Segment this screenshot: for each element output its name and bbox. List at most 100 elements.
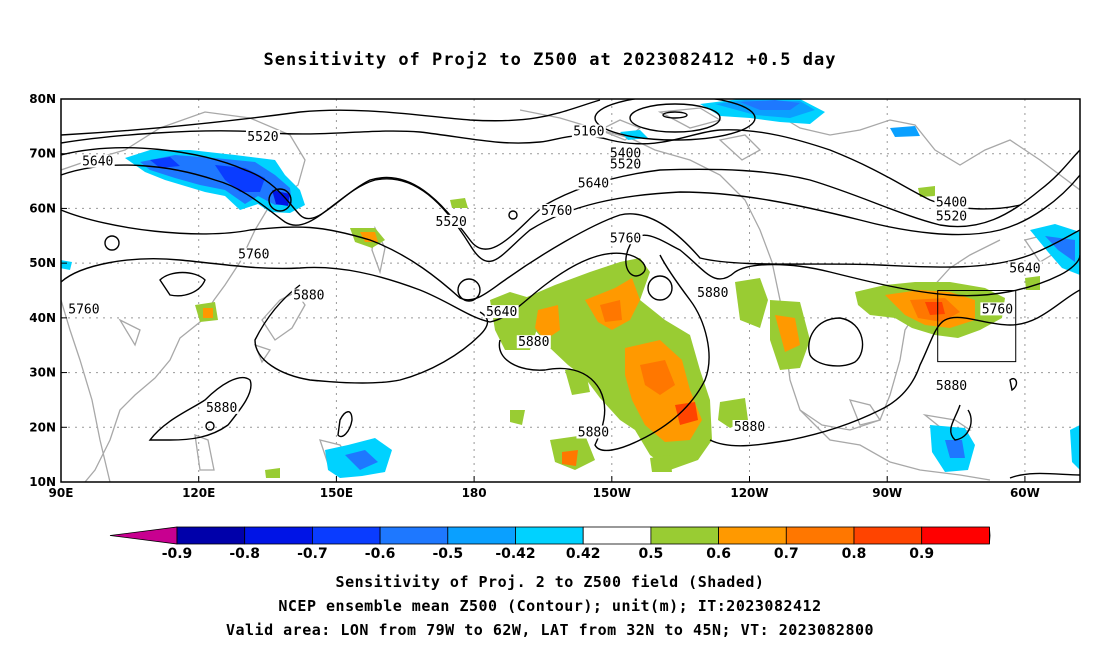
colorbar-swatch xyxy=(718,526,787,545)
contour-label: 5520 xyxy=(610,157,641,172)
colorbar-label: -0.7 xyxy=(297,546,328,562)
lat-tick-label: 20N xyxy=(29,420,56,434)
contour-label-bg xyxy=(291,288,326,302)
contour-label: 5640 xyxy=(1009,261,1040,276)
graticule xyxy=(61,99,1080,482)
colorbar-swatch xyxy=(176,526,246,545)
lat-tick-label: 80N xyxy=(29,92,56,106)
contour-label: 5760 xyxy=(238,248,269,263)
lat-tick-label: 70N xyxy=(29,147,56,161)
contour-label-bg xyxy=(204,400,239,414)
longitude-labels: 90E 120E 150E 180 150W 120W 90W 60W xyxy=(49,486,1040,500)
contour-label-bg xyxy=(980,302,1015,316)
lat-tick-label: 50N xyxy=(29,256,56,270)
map-title: Sensitivity of Proj2 to Z500 at 20230824… xyxy=(263,50,837,70)
contour-label: 5880 xyxy=(578,425,609,440)
lon-tick-label: 150W xyxy=(593,486,631,500)
contour-label: 5640 xyxy=(82,155,113,170)
colorbar-swatch xyxy=(515,526,584,545)
lat-tick-label: 60N xyxy=(29,201,56,215)
caption-line-3: Valid area: LON from 79W to 62W, LAT fro… xyxy=(225,621,875,639)
colorbar-swatch xyxy=(650,526,720,545)
contour-label: 5520 xyxy=(436,215,467,230)
colorbar-label: 0.6 xyxy=(706,546,731,562)
contour-label: 5880 xyxy=(734,420,765,435)
caption-line-1: Sensitivity of Proj. 2 to Z500 field (Sh… xyxy=(335,573,765,591)
contour-label-bg xyxy=(66,302,101,316)
contour-label-bg xyxy=(934,209,969,223)
contour-label-bg xyxy=(576,425,611,439)
contour-label: 5880 xyxy=(206,401,237,416)
colorbar-right-triangle xyxy=(989,526,991,545)
colorbar-swatch xyxy=(311,526,381,545)
colorbar-label: -0.5 xyxy=(432,546,463,562)
lon-tick-label: 90W xyxy=(872,486,902,500)
contour-labels: 5520564051605400552056405760552057605760… xyxy=(66,124,1042,440)
contour-label-bg xyxy=(236,247,271,261)
lon-tick-label: 150E xyxy=(320,486,353,500)
lat-tick-label: 30N xyxy=(29,366,56,380)
contour-label-bg xyxy=(576,176,611,190)
contour-label-bg xyxy=(434,214,469,228)
caption-line-2: NCEP ensemble mean Z500 (Contour); unit(… xyxy=(278,597,822,615)
colorbar-swatch xyxy=(582,526,652,545)
contour-label: 5640 xyxy=(578,177,609,192)
colorbar-swatch xyxy=(447,526,516,545)
contour-label: 5880 xyxy=(518,335,549,350)
colorbar-label: 0.8 xyxy=(842,546,867,562)
contour-label-bg xyxy=(934,195,969,209)
contour-label: 5880 xyxy=(697,286,728,301)
contour-label-bg xyxy=(934,378,969,392)
lon-tick-label: 120W xyxy=(730,486,768,500)
lon-tick-label: 60W xyxy=(1010,486,1040,500)
colorbar-label: -0.8 xyxy=(229,546,260,562)
colorbar-label: 0.7 xyxy=(774,546,799,562)
contour-label-bg xyxy=(608,146,643,160)
contour-label-bg xyxy=(695,285,730,299)
lon-tick-label: 180 xyxy=(462,486,487,500)
colorbar-labels: -0.9 -0.8 -0.7 -0.6 -0.5 -0.42 0.42 0.5 0.6 0.7 0.… xyxy=(162,546,934,562)
contour-label: 5400 xyxy=(936,196,967,211)
colorbar xyxy=(109,526,991,545)
contour-label-bg xyxy=(80,154,115,168)
lat-tick-label: 40N xyxy=(29,311,56,325)
contour-label: 5880 xyxy=(293,289,324,304)
contour-label-bg xyxy=(571,124,606,138)
contour-label-bg xyxy=(539,203,574,217)
colorbar-swatch xyxy=(379,526,449,545)
contour-label: 5520 xyxy=(247,130,278,145)
lat-tick-label: 10N xyxy=(29,475,56,489)
lon-tick-label: 120E xyxy=(182,486,215,500)
contour-label-bg xyxy=(484,305,519,319)
contour-label: 5160 xyxy=(573,125,604,140)
contour-label: 5760 xyxy=(982,302,1013,317)
colorbar-left-triangle xyxy=(109,526,178,545)
colorbar-label: -0.9 xyxy=(162,546,193,562)
contour-label-bg xyxy=(516,335,551,349)
contour-label: 5760 xyxy=(541,204,572,219)
latitude-labels: 80N 70N 60N 50N 40N 30N 20N 10N xyxy=(29,92,56,489)
contour-label-bg xyxy=(732,420,767,434)
colorbar-label: 0.5 xyxy=(638,546,663,562)
axis-ticks xyxy=(60,98,1026,483)
contour-label-bg xyxy=(1007,261,1042,275)
positive-sensitivity-shading xyxy=(195,186,1040,478)
colorbar-label: -0.42 xyxy=(495,546,535,562)
lon-tick-label: 90E xyxy=(49,486,74,500)
contour-label: 5760 xyxy=(610,231,641,246)
contour-label: 5640 xyxy=(486,305,517,320)
contour-label: 5880 xyxy=(936,379,967,394)
colorbar-label: 0.9 xyxy=(909,546,934,562)
colorbar-swatch xyxy=(244,526,313,545)
map-frame xyxy=(60,98,1081,483)
contour-label-bg xyxy=(608,157,643,171)
contour-label: 5760 xyxy=(68,302,99,317)
colorbar-swatch xyxy=(853,526,923,545)
valid-area-box xyxy=(937,290,1017,363)
colorbar-label: 0.42 xyxy=(566,546,601,562)
colorbar-swatch xyxy=(921,526,990,545)
contour-label-bg xyxy=(245,130,280,144)
colorbar-label: -0.6 xyxy=(365,546,396,562)
contour-label: 5520 xyxy=(936,209,967,224)
colorbar-swatch xyxy=(785,526,855,545)
